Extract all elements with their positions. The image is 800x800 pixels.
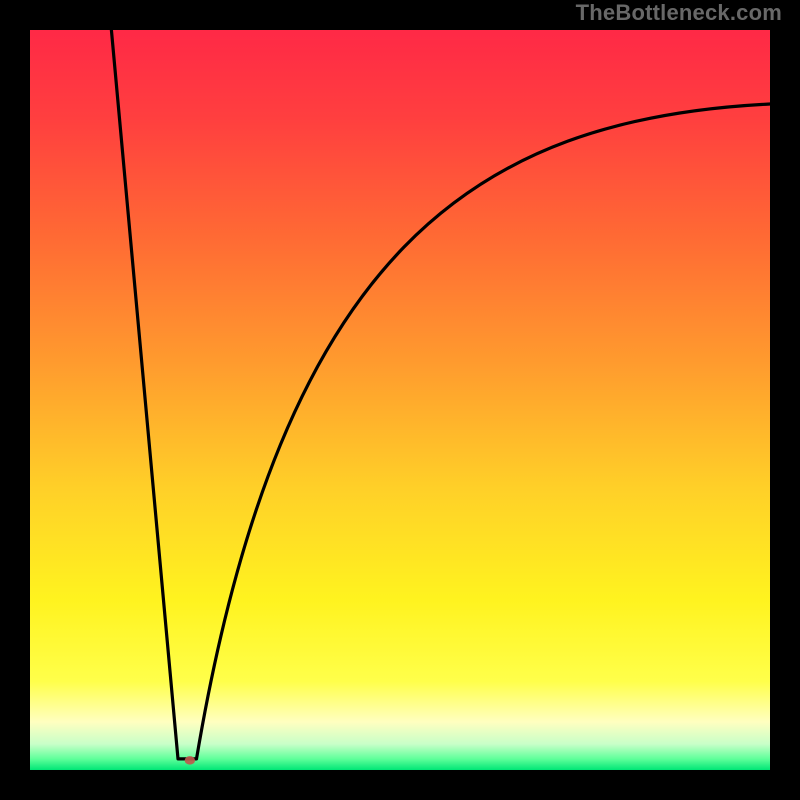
plot-svg xyxy=(30,30,770,770)
gradient-background xyxy=(30,30,770,770)
figure-root: TheBottleneck.com xyxy=(0,0,800,800)
plot-area xyxy=(30,30,770,770)
optimum-marker xyxy=(185,756,195,764)
watermark-text: TheBottleneck.com xyxy=(576,0,782,26)
